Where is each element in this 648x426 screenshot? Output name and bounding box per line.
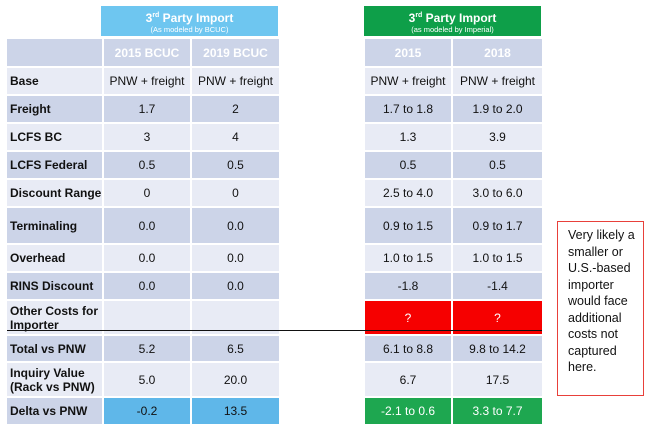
table-cell: 20.0: [192, 363, 279, 396]
table-cell: PNW + freight: [365, 68, 451, 94]
table-cell: PNW + freight: [192, 68, 279, 94]
delta-cell: -0.2: [104, 398, 190, 424]
table-cell: 9.8 to 14.2: [453, 336, 542, 361]
table-cell: 2.5 to 4.0: [365, 180, 451, 206]
callout-note: Very likely a smaller or U.S.-based impo…: [557, 221, 644, 396]
totals-divider-line: [7, 330, 542, 331]
row-label: Discount Range: [7, 180, 102, 206]
row-label: Inquiry Value (Rack vs PNW): [7, 363, 102, 396]
row-label: Total vs PNW: [7, 336, 102, 361]
table-cell: 0.5: [192, 152, 279, 178]
header-blank-cell: [7, 39, 102, 66]
table-cell: 17.5: [453, 363, 542, 396]
table-cell: 0.5: [453, 152, 542, 178]
table-cell: 0.0: [104, 245, 190, 271]
table-cell: 0.0: [192, 245, 279, 271]
row-label: Base: [7, 68, 102, 94]
column-header-2019-bcuc: 2019 BCUC: [192, 39, 279, 66]
table-cell: 6.7: [365, 363, 451, 396]
imperial-table: 2015 2018 PNW + freight PNW + freight 1.…: [363, 37, 544, 426]
table-cell: 3.9: [453, 124, 542, 150]
table-cell: -1.4: [453, 273, 542, 299]
table-cell: 6.5: [192, 336, 279, 361]
table-cell: 1.3: [365, 124, 451, 150]
bcuc-table: 2015 BCUC 2019 BCUC Base PNW + freight P…: [5, 37, 281, 426]
table-cell: 1.7 to 1.8: [365, 96, 451, 122]
table-cell: 1.9 to 2.0: [453, 96, 542, 122]
row-label: Overhead: [7, 245, 102, 271]
column-header-2015: 2015: [365, 39, 451, 66]
row-label: RINS Discount: [7, 273, 102, 299]
table-cell: 2: [192, 96, 279, 122]
table-cell: 0.0: [192, 273, 279, 299]
table-cell: 6.1 to 8.8: [365, 336, 451, 361]
left-header-title: 3rd Party Import: [145, 10, 234, 25]
table-cell: [192, 301, 279, 334]
right-table-header: 3rd Party Import (as modeled by Imperial…: [364, 6, 541, 36]
table-cell: [104, 301, 190, 334]
row-label: Freight: [7, 96, 102, 122]
table-cell: 0.0: [192, 208, 279, 243]
table-cell: 0.0: [104, 273, 190, 299]
delta-cell: 3.3 to 7.7: [453, 398, 542, 424]
table-cell: 4: [192, 124, 279, 150]
left-header-subtitle: (As modeled by BCUC): [150, 24, 229, 34]
table-cell: 0.5: [365, 152, 451, 178]
row-label: Terminaling: [7, 208, 102, 243]
row-label: Other Costs for Importer: [7, 301, 102, 334]
table-cell: 0.9 to 1.5: [365, 208, 451, 243]
table-cell: 5.0: [104, 363, 190, 396]
row-label: Delta vs PNW: [7, 398, 102, 424]
column-header-2015-bcuc: 2015 BCUC: [104, 39, 190, 66]
table-cell: PNW + freight: [104, 68, 190, 94]
table-cell: 1.7: [104, 96, 190, 122]
table-cell: PNW + freight: [453, 68, 542, 94]
left-table-header: 3rd Party Import (As modeled by BCUC): [101, 6, 278, 36]
right-header-title: 3rd Party Import: [408, 10, 497, 25]
table-cell: 0: [192, 180, 279, 206]
table-cell: 1.0 to 1.5: [365, 245, 451, 271]
column-header-2018: 2018: [453, 39, 542, 66]
table-cell: 3.0 to 6.0: [453, 180, 542, 206]
table-cell: 0.5: [104, 152, 190, 178]
delta-cell: 13.5: [192, 398, 279, 424]
table-cell: 5.2: [104, 336, 190, 361]
delta-cell: -2.1 to 0.6: [365, 398, 451, 424]
row-label: LCFS BC: [7, 124, 102, 150]
unknown-cost-cell: ?: [453, 301, 542, 334]
unknown-cost-cell: ?: [365, 301, 451, 334]
right-header-subtitle: (as modeled by Imperial): [411, 24, 494, 34]
row-label: LCFS Federal: [7, 152, 102, 178]
table-cell: 0: [104, 180, 190, 206]
table-cell: 1.0 to 1.5: [453, 245, 542, 271]
table-cell: -1.8: [365, 273, 451, 299]
callout-note-text: Very likely a smaller or U.S.-based impo…: [568, 228, 635, 374]
table-cell: 0.9 to 1.7: [453, 208, 542, 243]
table-cell: 0.0: [104, 208, 190, 243]
table-cell: 3: [104, 124, 190, 150]
